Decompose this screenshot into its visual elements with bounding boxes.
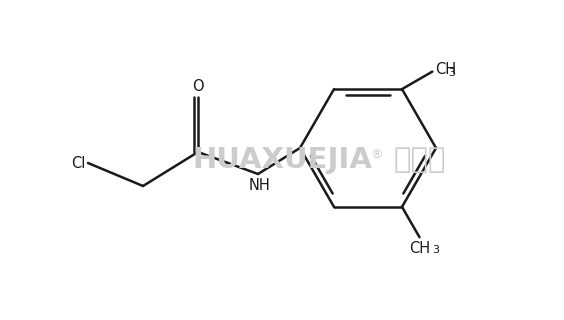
Text: Cl: Cl: [70, 156, 85, 171]
Text: NH: NH: [248, 178, 270, 193]
Text: O: O: [192, 79, 204, 94]
Text: 化学加: 化学加: [394, 146, 446, 174]
Text: ®: ®: [371, 148, 384, 162]
Text: 3: 3: [448, 68, 455, 78]
Text: CH: CH: [409, 241, 430, 256]
Text: 3: 3: [433, 245, 439, 255]
Text: HUAXUEJIA: HUAXUEJIA: [192, 146, 372, 174]
Text: CH: CH: [435, 62, 456, 77]
